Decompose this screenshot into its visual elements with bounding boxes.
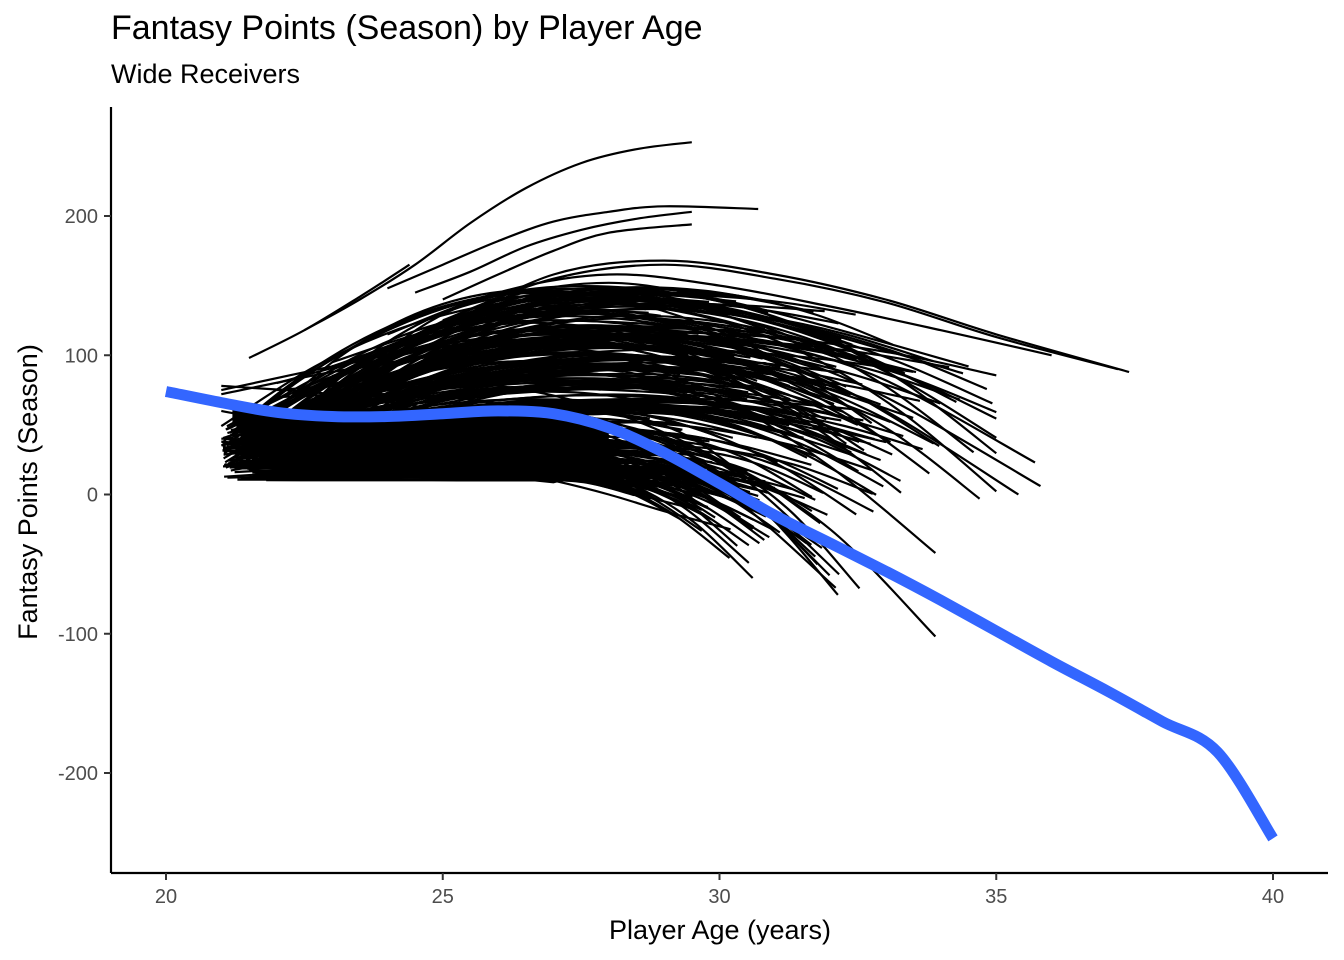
y-tick-label: -200: [58, 763, 98, 785]
player-curve: [294, 324, 710, 443]
player-curve: [254, 302, 825, 445]
player-curve: [442, 223, 692, 301]
y-tick-label: 0: [87, 485, 98, 507]
player-curve: [256, 329, 940, 447]
player-curve: [225, 302, 934, 431]
player-curve: [414, 210, 692, 294]
player-curve: [442, 263, 1119, 371]
x-tick-label: 30: [708, 886, 730, 908]
x-tick-label: 20: [155, 886, 177, 908]
player-curve: [279, 314, 873, 450]
player-curve: [241, 297, 853, 430]
trend-line: [164, 386, 1278, 842]
y-tick-label: 200: [65, 206, 98, 228]
player-curve: [247, 351, 791, 438]
player-curve: [301, 333, 743, 454]
x-tick-label: 40: [1262, 886, 1284, 908]
player-curve: [255, 298, 676, 459]
player-curve: [248, 263, 411, 359]
chart-title: Fantasy Points (Season) by Player Age: [111, 9, 703, 47]
player-curve: [276, 335, 847, 459]
x-tick-label: 35: [985, 886, 1007, 908]
player-curves-group: [220, 141, 1130, 638]
player-curve: [303, 141, 692, 332]
trend-group: [164, 386, 1278, 842]
player-curve: [386, 205, 759, 290]
y-tick-label: 100: [65, 345, 98, 367]
y-tick-label: -100: [58, 624, 98, 646]
y-axis-title: Fantasy Points (Season): [13, 344, 43, 640]
player-curve: [225, 332, 857, 431]
player-curve: [290, 357, 863, 452]
x-tick-label: 25: [432, 886, 454, 908]
x-axis-title: Player Age (years): [609, 915, 831, 945]
player-curve: [274, 463, 740, 503]
axes-group: 20 25 30 35 40 200 100 0 -100 -200: [58, 107, 1328, 908]
player-curve: [442, 259, 1130, 374]
dense-curve-core: [232, 408, 609, 484]
chart-subtitle: Wide Receivers: [111, 59, 301, 89]
